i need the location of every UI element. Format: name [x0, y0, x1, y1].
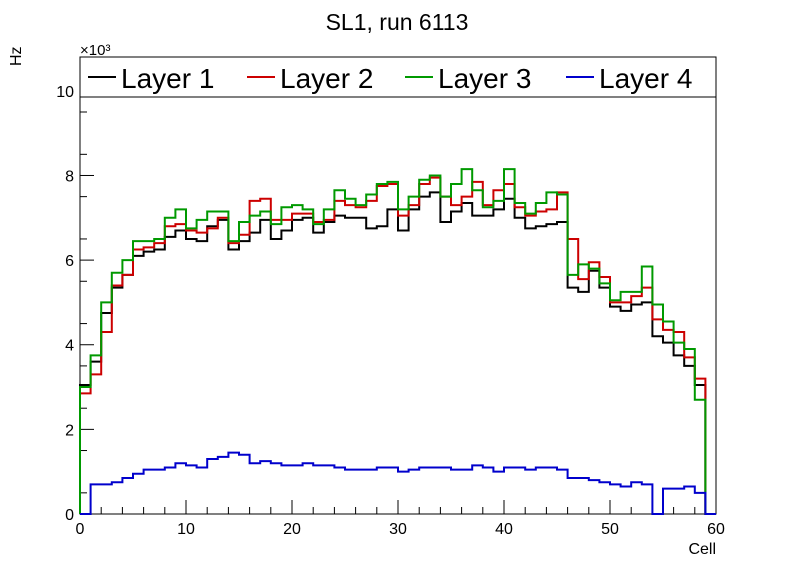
- x-tick-label: 50: [601, 521, 619, 538]
- y-axis-label: Hz: [8, 46, 25, 66]
- series-group: [79, 168, 716, 515]
- y-tick-label: 6: [65, 253, 74, 270]
- legend: Layer 1 Layer 2 Layer 3 Layer 4: [79, 56, 717, 98]
- legend-label-layer-3: Layer 3: [438, 63, 531, 94]
- x-tick-label: 40: [495, 521, 513, 538]
- y-tick-label: 10: [56, 84, 74, 101]
- legend-box: [79, 56, 717, 98]
- series-line-layer-4: [80, 451, 716, 515]
- plot-area: [79, 56, 717, 515]
- legend-label-layer-1: Layer 1: [121, 63, 214, 94]
- plot-frame: [79, 56, 717, 515]
- y-tick-label: 0: [65, 507, 74, 524]
- legend-label-layer-2: Layer 2: [280, 63, 373, 94]
- y-tick-label: 2: [65, 422, 74, 439]
- x-tick-label: 30: [389, 521, 407, 538]
- y-axis-exponent: ×10³: [80, 42, 110, 59]
- y-tick-label: 4: [65, 338, 74, 355]
- x-tick-label: 60: [707, 521, 725, 538]
- chart-title: SL1, run 6113: [326, 9, 469, 35]
- x-tick-label: 10: [177, 521, 195, 538]
- x-tick-label: 0: [76, 521, 85, 538]
- legend-label-layer-4: Layer 4: [599, 63, 692, 94]
- series-line-layer-3: [79, 168, 716, 515]
- x-axis: 0 10 20 30 40 50 60: [76, 500, 725, 538]
- y-tick-label: 8: [65, 168, 74, 185]
- y-axis: 0 2 4 6 8 10: [56, 69, 94, 524]
- x-axis-label: Cell: [688, 541, 716, 558]
- x-tick-label: 20: [283, 521, 301, 538]
